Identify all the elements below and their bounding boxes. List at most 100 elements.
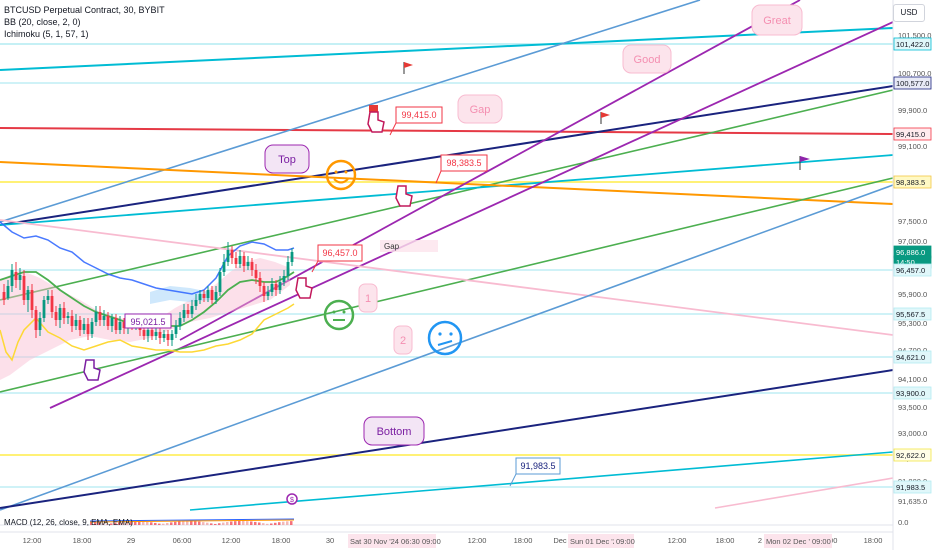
price-tag-label: 100,577.0 — [896, 79, 929, 88]
price-tag-box — [893, 263, 932, 277]
hline-99415[interactable] — [0, 127, 894, 135]
macd-bar — [138, 521, 141, 525]
candle-body — [82, 324, 86, 330]
candle-body — [246, 262, 250, 266]
legend-symbol[interactable]: BTCUSD Perpetual Contract, 30, BYBIT — [4, 5, 165, 15]
candle-body — [42, 300, 46, 318]
trendline-navy-bottom[interactable] — [0, 369, 894, 509]
macd-bar — [262, 523, 265, 525]
macd-bar — [170, 522, 173, 525]
trendline-green-upper[interactable] — [0, 89, 894, 301]
candle-body — [18, 275, 22, 280]
legend-macd[interactable]: MACD (12, 26, close, 9, EMA, EMA) — [4, 518, 133, 527]
price-tick-label: 95,900.0 — [898, 290, 927, 299]
macd-bar — [286, 521, 289, 525]
candle-body — [90, 322, 94, 334]
legend-ichimoku[interactable]: Ichimoku (5, 1, 57, 1) — [4, 29, 89, 39]
macd-bar — [158, 523, 161, 525]
macd-bar — [114, 522, 117, 525]
time-label: 06:00 — [173, 536, 192, 545]
ichimoku-cloud — [0, 258, 290, 380]
candlestick-series[interactable] — [2, 242, 294, 346]
candle-body — [266, 292, 270, 296]
flag-red-3-icon[interactable] — [369, 105, 378, 112]
candle-body — [230, 250, 234, 258]
price-tag-label: 95,567.5 — [896, 310, 925, 319]
time-label: 12:00 — [23, 536, 42, 545]
smiley-neutral-icon[interactable] — [323, 299, 355, 331]
gap-zone[interactable] — [380, 240, 438, 252]
price-tag-box — [893, 350, 932, 364]
trendline-cyan-top[interactable] — [0, 27, 894, 71]
trendline-cyan-mid[interactable] — [0, 154, 894, 226]
price-tag-label: 101,422.0 — [896, 40, 929, 49]
callout-91983[interactable]: 91,983.5 — [509, 457, 561, 487]
annotation-great[interactable]: Great — [751, 4, 803, 36]
smiley-happy-icon[interactable] — [325, 159, 357, 191]
candle-body — [34, 310, 38, 330]
pointing-hand-2-icon[interactable] — [395, 185, 413, 207]
trendline-blue-lower[interactable] — [0, 184, 894, 511]
annotation-one[interactable]: 1 — [358, 283, 378, 313]
trendline-cyan-bottom[interactable] — [189, 451, 894, 511]
macd-bar — [162, 523, 165, 525]
candle-body — [102, 316, 106, 320]
callout-96457[interactable]: 96,457.0 — [311, 244, 363, 273]
annotation-gap[interactable]: Gap — [457, 94, 503, 124]
candle-body — [286, 262, 290, 276]
trendline-green-lower[interactable] — [0, 177, 894, 393]
price-tag-box — [893, 76, 932, 90]
time-label: 12:00 — [668, 536, 687, 545]
trendline-purple-lower[interactable] — [49, 21, 894, 409]
macd-bar — [146, 521, 149, 525]
macd-bar — [122, 521, 125, 525]
macd-histogram — [89, 518, 295, 525]
macd-bar — [214, 523, 217, 525]
candle-body — [178, 318, 182, 326]
currency-button[interactable]: USD — [893, 4, 925, 22]
svg-text:98,383.5: 98,383.5 — [446, 158, 481, 168]
trendline-orange[interactable] — [0, 161, 894, 205]
pointing-hand-icon[interactable] — [367, 111, 385, 133]
macd-bar — [238, 521, 241, 525]
trendline-blue-upper[interactable] — [0, 0, 701, 223]
candle-body — [170, 334, 174, 340]
flag-purple-icon[interactable] — [799, 156, 810, 170]
trendline-pink-bottom[interactable] — [714, 477, 894, 509]
chart-legend: BTCUSD Perpetual Contract, 30, BYBIT BB … — [4, 4, 165, 40]
candle-body — [202, 294, 206, 298]
annotation-bottom[interactable]: Bottom — [363, 416, 425, 446]
callout-98383[interactable]: 98,383.5 — [435, 154, 488, 184]
legend-bb[interactable]: BB (20, close, 2, 0) — [4, 17, 81, 27]
trendline-pink[interactable] — [0, 219, 894, 336]
alert-icon[interactable]: $ — [286, 493, 298, 505]
macd-bar — [278, 522, 281, 525]
price-tag-label: 96,886.0 — [896, 248, 925, 257]
macd-bar — [154, 522, 157, 525]
time-axis-labels[interactable]: 12:00 18:00 29 06:00 12:00 18:00 30 12:00 18:00 D… — [23, 536, 883, 545]
macd-bar — [182, 521, 185, 525]
trendline-purple-upper[interactable] — [179, 0, 801, 341]
annotation-top[interactable]: Top — [264, 144, 310, 174]
annotation-good[interactable]: Good — [622, 44, 672, 74]
svg-text:95,021.5: 95,021.5 — [130, 317, 165, 327]
candle-body — [106, 316, 110, 326]
candle-body — [118, 322, 122, 330]
time-highlight-box — [348, 534, 432, 548]
macd-bar — [186, 521, 189, 525]
flag-red-2-icon[interactable] — [600, 112, 610, 124]
pointing-hand-3-icon[interactable] — [295, 277, 313, 299]
pointing-hand-4-icon[interactable] — [83, 359, 101, 381]
candle-body — [158, 332, 162, 338]
callout-99415[interactable]: 99,415.0 — [389, 106, 443, 136]
time-highlight-label: 09:00 — [812, 537, 831, 546]
candle-body — [50, 296, 54, 312]
flag-red-icon[interactable] — [403, 62, 413, 74]
smiley-confused-icon[interactable] — [427, 320, 463, 356]
price-tag-box — [893, 480, 932, 494]
callout-95021[interactable]: 95,021.5 — [124, 313, 172, 329]
price-tag-box — [893, 175, 932, 189]
candle-body — [194, 300, 198, 306]
annotation-two[interactable]: 2 — [393, 325, 413, 355]
